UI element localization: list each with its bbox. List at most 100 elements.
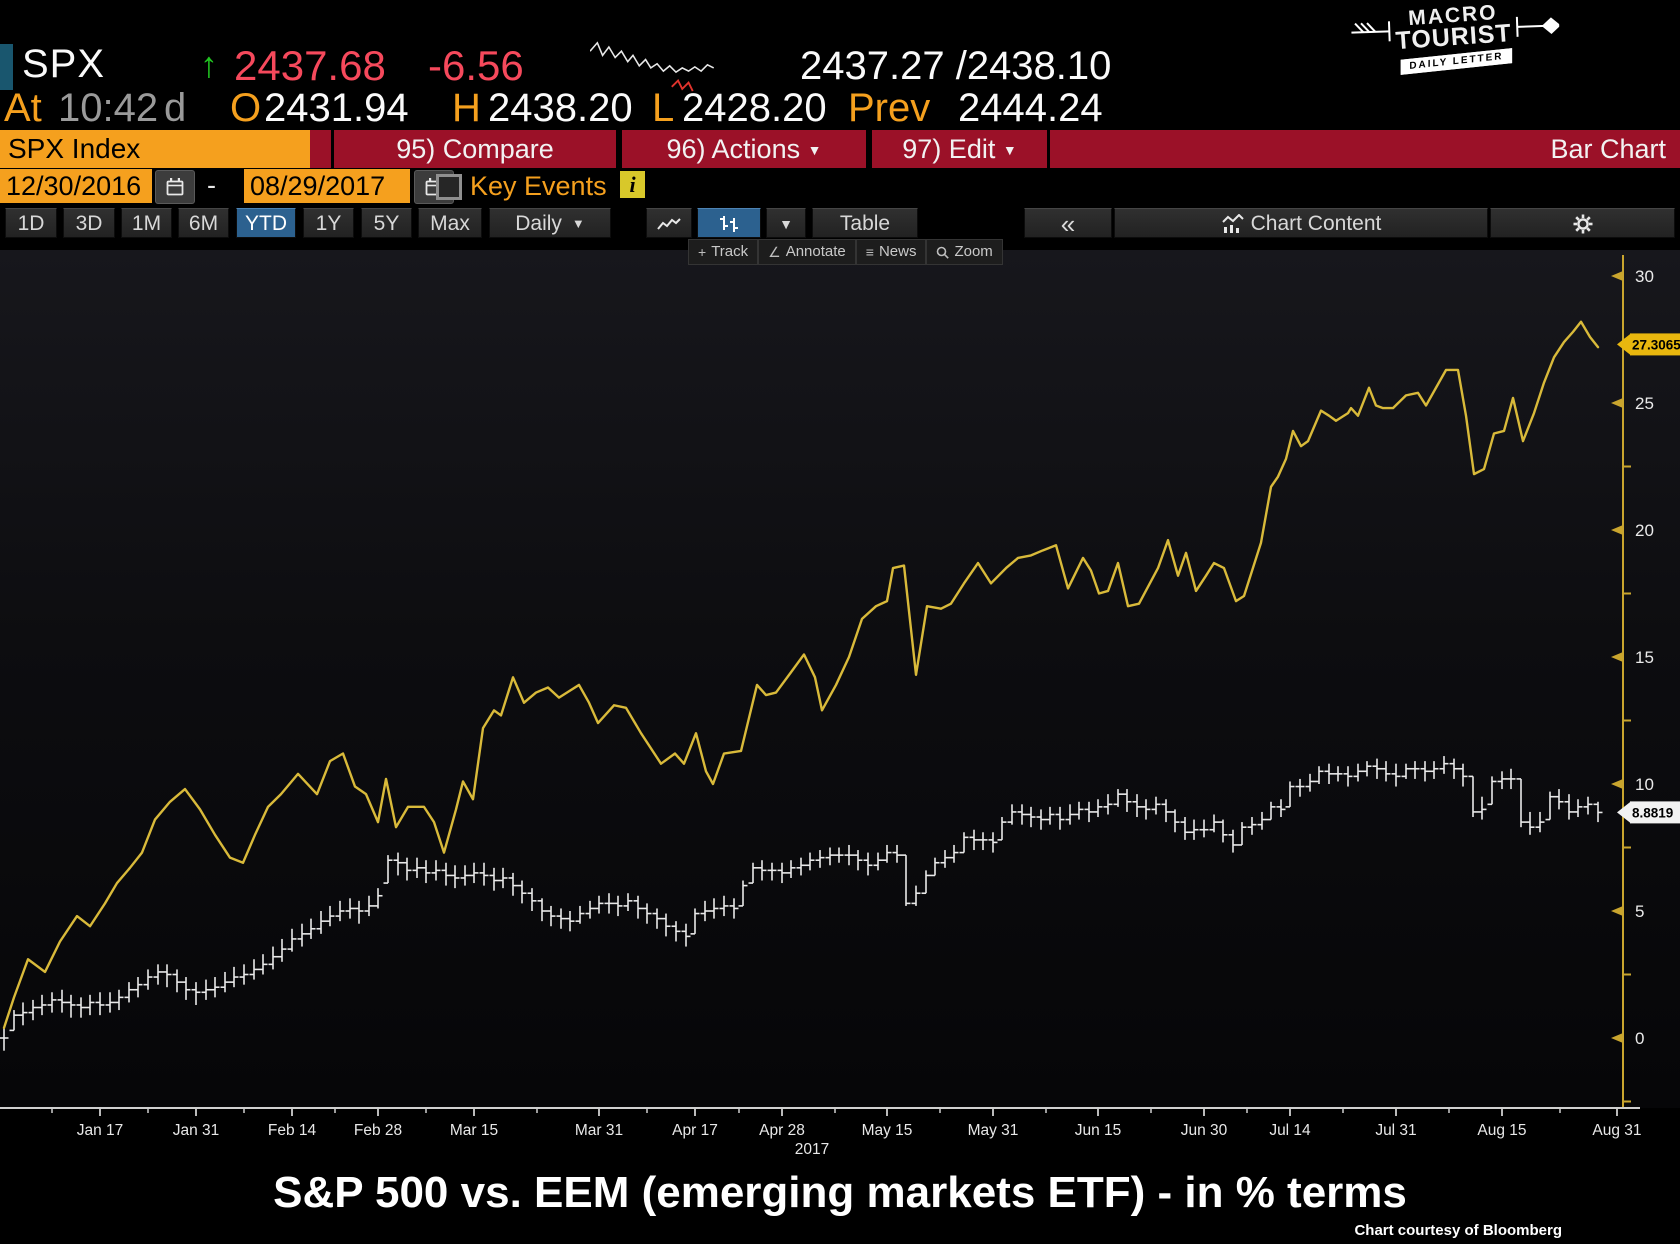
low-price: 2428.20 xyxy=(682,86,827,130)
info-icon[interactable]: i xyxy=(620,171,645,198)
range-1d-button[interactable]: 1D xyxy=(5,208,57,238)
track-crosshair-icon: + xyxy=(698,244,707,260)
svg-text:Jan 17: Jan 17 xyxy=(77,1122,124,1139)
line-chart-type-button[interactable] xyxy=(646,208,692,238)
from-date-field[interactable]: 12/30/2016 xyxy=(0,169,152,203)
range-6m-button[interactable]: 6M xyxy=(178,208,229,238)
eem-line-series xyxy=(2,320,1600,1030)
spx-bar-series xyxy=(0,756,1603,1051)
collapse-panel-button[interactable]: « xyxy=(1024,208,1112,239)
key-events-label: Key Events xyxy=(470,171,607,201)
panel-tab xyxy=(0,44,13,90)
macro-tourist-logo: MACRO TOURIST DAILY LETTER xyxy=(1347,1,1566,97)
annotate-button[interactable]: ∠ Annotate xyxy=(758,239,856,265)
calendar-icon xyxy=(166,178,184,196)
svg-text:8.8819: 8.8819 xyxy=(1632,805,1673,820)
period-select[interactable]: Daily ▼ xyxy=(489,208,611,238)
svg-text:Apr 28: Apr 28 xyxy=(759,1122,805,1139)
annotate-pencil-icon: ∠ xyxy=(768,244,781,260)
track-button[interactable]: + Track xyxy=(688,239,759,265)
svg-text:Aug 15: Aug 15 xyxy=(1477,1122,1526,1139)
y-axis: 0 5 10 15 20 25 30 xyxy=(1611,255,1654,1108)
chart-content-button[interactable]: Chart Content xyxy=(1114,208,1488,238)
svg-text:15: 15 xyxy=(1635,648,1654,667)
ohlc-bars-icon xyxy=(720,216,738,232)
zoom-button[interactable]: Zoom xyxy=(926,239,1003,265)
chart-content-icon xyxy=(1221,213,1244,233)
range-1y-button[interactable]: 1Y xyxy=(303,208,354,238)
ticker-field[interactable]: SPX Index xyxy=(0,130,310,168)
svg-text:Mar 15: Mar 15 xyxy=(450,1122,498,1139)
session-flag: d xyxy=(164,86,187,130)
magnifier-icon xyxy=(937,246,950,259)
news-button[interactable]: ≡ News xyxy=(855,239,927,265)
high-label: H xyxy=(452,86,481,130)
high-price: 2438.20 xyxy=(488,86,633,130)
news-lines-icon: ≡ xyxy=(865,244,874,260)
arrow-fletching-icon xyxy=(1351,21,1391,42)
svg-text:5: 5 xyxy=(1635,902,1644,921)
svg-text:Aug 31: Aug 31 xyxy=(1592,1122,1641,1139)
compare-menu-item[interactable]: 95) Compare xyxy=(331,130,619,168)
range-ytd-button[interactable]: YTD xyxy=(236,208,296,238)
svg-text:Jul 14: Jul 14 xyxy=(1269,1122,1311,1139)
from-calendar-button[interactable] xyxy=(155,170,195,204)
up-arrow-icon: ↑ xyxy=(200,44,218,85)
quote-time: 10:42 xyxy=(58,86,159,130)
date-range-row: 12/30/2016 - 08/29/2017 Key Events i xyxy=(0,168,1680,208)
svg-text:Apr 17: Apr 17 xyxy=(672,1122,718,1139)
chevron-down-icon: ▼ xyxy=(807,142,822,158)
edit-menu-item[interactable]: 97) Edit ▼ xyxy=(869,130,1050,168)
range-1m-button[interactable]: 1M xyxy=(121,208,172,238)
svg-text:Jan 31: Jan 31 xyxy=(173,1122,220,1139)
svg-text:2017: 2017 xyxy=(795,1141,829,1158)
chart-toolbar: 1D 3D 1M 6M YTD 1Y 5Y Max Daily ▼ ▼ Table… xyxy=(0,208,1680,239)
svg-text:0: 0 xyxy=(1635,1029,1644,1048)
range-3d-button[interactable]: 3D xyxy=(63,208,115,238)
range-5y-button[interactable]: 5Y xyxy=(361,208,412,238)
svg-text:27.3065: 27.3065 xyxy=(1632,337,1680,352)
chart-title: S&P 500 vs. EEM (emerging markets ETF) -… xyxy=(273,1168,1407,1217)
svg-text:20: 20 xyxy=(1635,521,1654,540)
chart-type-dropdown-button[interactable]: ▼ xyxy=(766,208,806,238)
svg-text:Jul 31: Jul 31 xyxy=(1375,1122,1416,1139)
last-value-badge: 27.3065 xyxy=(1617,333,1680,356)
svg-text:Feb 14: Feb 14 xyxy=(268,1122,317,1139)
chart-tool-strip: + Track ∠ Annotate ≡ News Zoom xyxy=(688,239,1003,265)
svg-text:30: 30 xyxy=(1635,267,1654,286)
intraday-sparkline xyxy=(590,41,715,92)
ticker-symbol: SPX xyxy=(22,42,106,86)
bid-ask: 2437.27 /2438.10 xyxy=(800,44,1112,88)
arrow-head-icon xyxy=(1516,16,1560,37)
chart-type-label: Bar Chart xyxy=(1550,134,1666,164)
chevron-down-icon: ▼ xyxy=(571,216,585,231)
date-separator: - xyxy=(207,170,216,200)
key-events-checkbox[interactable] xyxy=(436,174,462,200)
table-button[interactable]: Table xyxy=(812,208,918,238)
net-change: -6.56 xyxy=(428,42,524,89)
chart-credit: Chart courtesy of Bloomberg xyxy=(1354,1222,1562,1239)
line-chart-icon xyxy=(657,218,681,230)
range-max-button[interactable]: Max xyxy=(418,208,482,238)
actions-menu-item[interactable]: 96) Actions ▼ xyxy=(619,130,869,168)
last-price: 2437.68 xyxy=(234,42,386,89)
x-axis: Jan 17 Jan 31 Feb 14 Feb 28 Mar 15 Mar 31 Apr … xyxy=(0,1107,1642,1158)
open-label: O xyxy=(230,86,262,130)
prev-close: 2444.24 xyxy=(958,86,1103,130)
gear-icon xyxy=(1573,214,1592,234)
bar-chart-type-button[interactable] xyxy=(697,208,761,238)
svg-text:May 15: May 15 xyxy=(862,1122,913,1139)
svg-text:Jun 15: Jun 15 xyxy=(1075,1122,1122,1139)
last-value-badge: 8.8819 xyxy=(1617,801,1680,824)
svg-text:Mar 31: Mar 31 xyxy=(575,1122,623,1139)
svg-text:Feb 28: Feb 28 xyxy=(354,1122,402,1139)
prev-label: Prev xyxy=(848,86,931,130)
open-price: 2431.94 xyxy=(264,86,409,130)
settings-button[interactable] xyxy=(1490,208,1675,238)
svg-text:Jun 30: Jun 30 xyxy=(1181,1122,1228,1139)
at-label: At xyxy=(4,86,42,130)
to-date-field[interactable]: 08/29/2017 xyxy=(244,169,410,203)
chevron-down-icon: ▼ xyxy=(1002,142,1017,158)
